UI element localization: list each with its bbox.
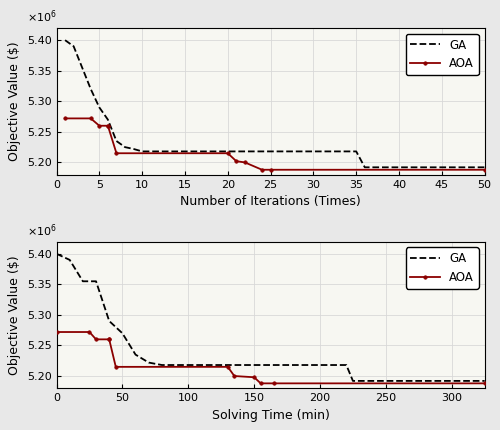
GA: [251, 362, 257, 368]
Line: GA: GA: [65, 40, 484, 167]
AOA: [482, 167, 488, 172]
AOA: [234, 159, 239, 164]
GA: [185, 362, 191, 368]
GA: [93, 279, 99, 284]
GA: [122, 144, 128, 150]
GA: [353, 149, 359, 154]
Y-axis label: Objective Value ($): Objective Value ($): [8, 255, 22, 375]
AOA: [114, 150, 119, 156]
GA: [79, 65, 85, 70]
GA: [362, 165, 368, 170]
AOA: [105, 123, 111, 128]
GA: [146, 360, 152, 365]
AOA: [86, 329, 92, 335]
AOA: [225, 364, 231, 369]
GA: [62, 37, 68, 43]
Line: AOA: AOA: [64, 117, 486, 172]
X-axis label: Number of Iterations (Times): Number of Iterations (Times): [180, 195, 361, 208]
AOA: [259, 167, 265, 172]
GA: [482, 378, 488, 384]
GA: [70, 44, 76, 49]
Line: AOA: AOA: [55, 330, 486, 385]
Text: $\times10^6$: $\times10^6$: [26, 9, 56, 25]
X-axis label: Solving Time (min): Solving Time (min): [212, 408, 330, 422]
AOA: [105, 123, 111, 128]
GA: [159, 362, 165, 368]
GA: [344, 362, 349, 368]
AOA: [106, 337, 112, 342]
GA: [79, 65, 85, 70]
GA: [130, 146, 136, 151]
AOA: [54, 329, 60, 335]
GA: [120, 331, 126, 336]
AOA: [113, 364, 119, 369]
GA: [93, 279, 99, 284]
AOA: [93, 337, 99, 342]
GA: [139, 149, 145, 154]
AOA: [482, 381, 488, 386]
AOA: [251, 375, 257, 380]
Legend: GA, AOA: GA, AOA: [406, 34, 479, 75]
AOA: [268, 167, 274, 172]
Line: GA: GA: [56, 254, 484, 381]
GA: [225, 362, 231, 368]
GA: [132, 352, 138, 357]
Y-axis label: Objective Value ($): Objective Value ($): [8, 41, 22, 161]
GA: [105, 117, 111, 122]
AOA: [88, 116, 94, 121]
AOA: [62, 116, 68, 121]
GA: [80, 279, 86, 284]
GA: [114, 138, 119, 144]
AOA: [96, 123, 102, 128]
GA: [96, 105, 102, 110]
AOA: [106, 337, 112, 342]
GA: [350, 378, 356, 384]
GA: [225, 149, 231, 154]
GA: [105, 117, 111, 122]
Legend: GA, AOA: GA, AOA: [406, 247, 479, 289]
GA: [88, 86, 94, 92]
AOA: [225, 150, 231, 156]
GA: [66, 257, 72, 262]
AOA: [242, 160, 248, 165]
GA: [54, 251, 60, 256]
GA: [242, 149, 248, 154]
AOA: [271, 381, 277, 386]
GA: [238, 362, 244, 368]
GA: [120, 331, 126, 336]
Text: $\times10^6$: $\times10^6$: [26, 222, 56, 239]
AOA: [258, 381, 264, 386]
GA: [106, 319, 112, 324]
AOA: [232, 373, 237, 378]
GA: [482, 165, 488, 170]
GA: [234, 149, 239, 154]
